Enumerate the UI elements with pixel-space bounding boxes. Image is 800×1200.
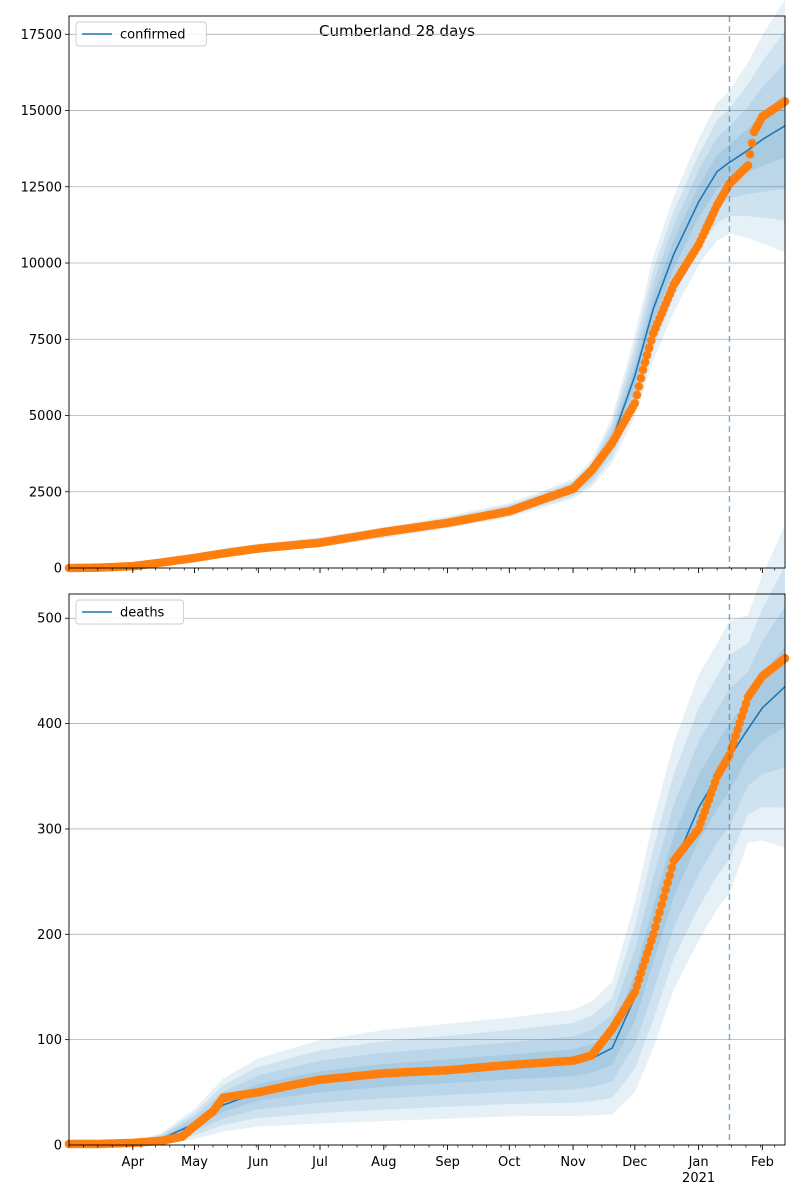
- confirmed-panel: 0 2500 5000 7500 10000 12500 15000 17500 confirm…: [21, 0, 790, 577]
- y-tick-label: 15000: [21, 104, 62, 119]
- y-tick-label: 0: [54, 562, 62, 577]
- x-tick-label: Oct: [498, 1155, 520, 1170]
- y-tick-label: 400: [37, 717, 62, 732]
- x-tick-label: Feb: [751, 1155, 774, 1170]
- observed-point: [655, 907, 664, 917]
- observed-point: [667, 863, 677, 873]
- observed-point: [632, 390, 642, 400]
- observed-point: [649, 930, 658, 939]
- axes-frame: [68, 15, 786, 569]
- x-year-label: 2021: [682, 1171, 715, 1186]
- observed-point: [743, 161, 753, 170]
- x-tick-label: Jun: [247, 1155, 268, 1170]
- y-tick-label: 12500: [21, 180, 62, 195]
- y-tick-label: 5000: [29, 409, 62, 424]
- x-tick-label: Jul: [311, 1155, 328, 1170]
- legend-box: [75, 599, 185, 625]
- observed-point: [638, 962, 648, 971]
- observed-point: [661, 885, 670, 895]
- y-tick-label: 7500: [29, 333, 62, 348]
- observed-point: [737, 712, 747, 721]
- legend-box: [75, 21, 207, 47]
- deaths-panel: 0 100 200 300 400 500 deaths: [37, 525, 790, 1154]
- legend-label: deaths: [120, 606, 165, 621]
- observed-point: [644, 343, 654, 353]
- observed-point: [745, 150, 755, 159]
- y-tick-label: 300: [37, 822, 62, 837]
- y-tick-label: 500: [37, 612, 62, 627]
- y-tick-label: 0: [54, 1139, 62, 1154]
- axes-frame: [68, 593, 786, 1146]
- x-tick-label: May: [181, 1155, 208, 1170]
- x-tick-label: Apr: [122, 1155, 145, 1170]
- observed-point: [638, 365, 648, 375]
- legend: deaths: [75, 599, 185, 625]
- observed-point: [630, 399, 640, 408]
- confidence-band: [69, 62, 785, 568]
- y-tick-label: 100: [37, 1033, 62, 1048]
- confidence-band: [69, 94, 785, 568]
- observed-point: [642, 350, 652, 360]
- x-tick-label: Dec: [622, 1155, 647, 1170]
- observed-point: [634, 382, 644, 391]
- y-tick-label: 2500: [29, 485, 62, 500]
- observed-point: [640, 358, 650, 367]
- observed-point: [731, 731, 740, 741]
- observed-point: [657, 900, 666, 910]
- x-axis: Apr May Jun Jul Aug Sep Oct Nov Dec Jan Feb 2021: [122, 1155, 774, 1186]
- observed-point: [747, 138, 757, 148]
- x-tick-label: Sep: [435, 1155, 460, 1170]
- y-tick-label: 200: [37, 928, 62, 943]
- observed-point: [644, 942, 654, 952]
- confidence-band: [69, 525, 785, 1145]
- observed-point: [636, 373, 646, 383]
- observed-point: [665, 871, 675, 880]
- x-tick-label: Jan: [688, 1155, 709, 1170]
- legend-label: confirmed: [120, 28, 186, 43]
- observed-point: [653, 915, 662, 924]
- x-tick-label: Aug: [371, 1155, 396, 1170]
- observed-point: [659, 893, 668, 902]
- observed-point: [663, 878, 672, 887]
- x-tick-label: Nov: [560, 1155, 586, 1170]
- observed-point: [741, 699, 751, 708]
- observed-point: [651, 922, 660, 932]
- y-tick-label: 10000: [21, 257, 62, 272]
- y-tick-label: 17500: [21, 28, 62, 43]
- chart-title: Cumberland 28 days: [319, 22, 475, 40]
- observed-point: [647, 336, 656, 345]
- legend: confirmed: [75, 21, 207, 47]
- observed-point: [634, 975, 644, 984]
